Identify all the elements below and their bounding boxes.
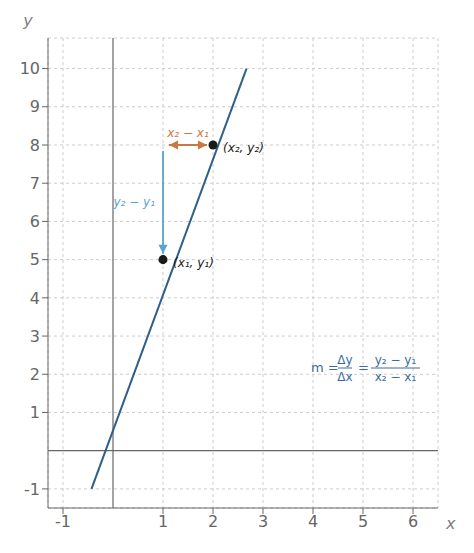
svg-text:4: 4 bbox=[30, 289, 40, 308]
svg-text:x₂ − x₁: x₂ − x₁ bbox=[375, 370, 417, 384]
svg-text:2: 2 bbox=[30, 365, 40, 384]
svg-text:(x₁, y₁): (x₁, y₁) bbox=[173, 256, 214, 270]
svg-text:=: = bbox=[358, 360, 369, 375]
svg-text:3: 3 bbox=[30, 327, 40, 346]
svg-text:8: 8 bbox=[30, 136, 40, 155]
svg-text:6: 6 bbox=[30, 212, 40, 231]
svg-text:y₂ − y₁: y₂ − y₁ bbox=[112, 195, 155, 209]
svg-text:Δx: Δx bbox=[337, 370, 352, 384]
svg-text:5: 5 bbox=[30, 250, 40, 269]
svg-text:m =: m = bbox=[311, 360, 339, 375]
svg-text:Δy: Δy bbox=[337, 353, 352, 367]
svg-text:5: 5 bbox=[358, 512, 368, 531]
svg-text:6: 6 bbox=[408, 512, 418, 531]
svg-text:1: 1 bbox=[158, 512, 168, 531]
svg-text:3: 3 bbox=[258, 512, 268, 531]
svg-text:y₂ − y₁: y₂ − y₁ bbox=[375, 353, 417, 367]
svg-text:x: x bbox=[445, 514, 456, 533]
svg-text:2: 2 bbox=[208, 512, 218, 531]
svg-text:7: 7 bbox=[30, 174, 40, 193]
svg-text:-1: -1 bbox=[55, 512, 71, 531]
svg-text:x₂ − x₁: x₂ − x₁ bbox=[166, 126, 209, 140]
svg-text:(x₂, y₂): (x₂, y₂) bbox=[223, 141, 264, 155]
svg-text:10: 10 bbox=[20, 59, 40, 78]
svg-text:-1: -1 bbox=[24, 480, 40, 499]
svg-text:1: 1 bbox=[30, 403, 40, 422]
svg-text:y: y bbox=[22, 11, 33, 30]
svg-text:9: 9 bbox=[30, 97, 40, 116]
svg-text:4: 4 bbox=[308, 512, 318, 531]
